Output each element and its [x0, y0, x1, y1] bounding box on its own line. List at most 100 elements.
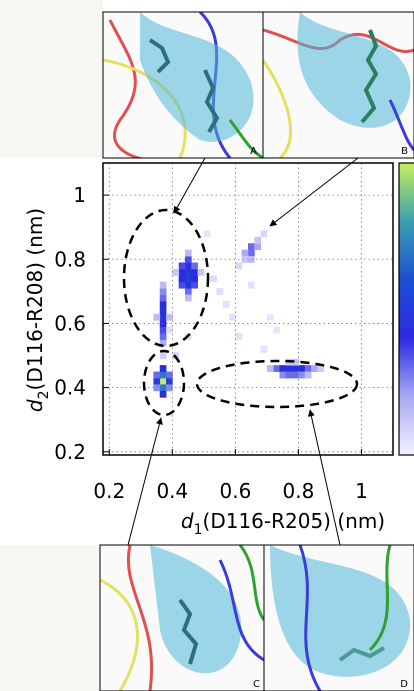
label-text: (D116-R205) (nm) [203, 509, 386, 533]
heatmap-cell [159, 377, 167, 385]
heatmap-cell [153, 313, 161, 321]
heatmap-cell [184, 294, 192, 302]
region [142, 349, 186, 417]
heatmap-cell [184, 288, 192, 295]
heatmap-cell [273, 326, 280, 334]
heatmap-cell [285, 371, 293, 379]
blank-area [0, 0, 103, 158]
heatmap-cell [222, 300, 230, 308]
heatmap-cell [191, 262, 198, 270]
structure-image [263, 12, 414, 158]
heatmap-cell [159, 371, 167, 379]
heatmap-cell [159, 300, 167, 308]
heatmap-cell [159, 333, 167, 340]
heatmap-cell [191, 275, 198, 283]
subscript: 1 [194, 522, 203, 538]
heatmap-cell [184, 249, 192, 257]
heatmap-cell [292, 365, 299, 372]
arrows [127, 157, 359, 546]
heatmap-cell [311, 365, 318, 372]
arrow [269, 157, 359, 227]
heatmap-cell [304, 365, 312, 372]
heatmap-cell [184, 262, 192, 270]
heatmap-cell [178, 262, 186, 270]
heatmap-cell [304, 371, 312, 379]
x-tick-label: 0.8 [283, 479, 315, 503]
heatmap-cell [317, 365, 325, 372]
heatmap-cell [260, 345, 268, 353]
panel-frame [263, 544, 414, 691]
heatmap-cell [159, 281, 167, 289]
heatmap-cell [159, 339, 167, 347]
heatmap-cell [279, 371, 287, 379]
arrow [127, 417, 163, 546]
heatmap-cell [298, 365, 306, 372]
heatmap-cell [153, 384, 161, 392]
y-tick-label: 0.2 [54, 440, 86, 464]
x-axis-label: d1(D116-R205) (nm) [181, 509, 385, 538]
heatmap-cell [184, 275, 192, 283]
heatmap-cell [184, 256, 192, 263]
heatmap-cell [159, 365, 167, 372]
heatmap-cell [178, 275, 186, 283]
heatmap-cell [191, 268, 198, 276]
y-axis-label: d2(D116-R208) (nm) [23, 208, 52, 412]
heatmap-cell [178, 268, 186, 276]
region [122, 208, 210, 348]
heatmap-cell [172, 268, 180, 276]
heatmap-cell [191, 281, 198, 289]
x-tick-label: 0.2 [93, 479, 125, 503]
arrow [173, 157, 206, 214]
heatmap-cell [166, 313, 173, 321]
heatmap-cell [266, 365, 274, 372]
blank-area [0, 545, 100, 691]
heatmap-cell [266, 313, 274, 321]
heatmap-cell [159, 313, 167, 321]
symbol: d [181, 509, 194, 533]
heatmap-cell [153, 371, 161, 379]
x-tick-label: 0.4 [156, 479, 188, 503]
heatmap-cell [159, 320, 167, 328]
region-outlines [122, 208, 359, 417]
heatmap-cell [166, 384, 173, 392]
y-tick-label: 0.4 [54, 376, 86, 400]
y-tick-label: 1 [73, 183, 86, 207]
structure-image [103, 12, 263, 158]
colorbar [398, 162, 414, 456]
panel-label: D [400, 679, 408, 690]
panel-label: B [401, 146, 408, 157]
heatmap-cell [248, 243, 255, 251]
x-tick-label: 1 [355, 479, 368, 503]
heatmap-cell [254, 236, 262, 244]
heatmap [153, 230, 325, 398]
heatmap-cell [210, 275, 217, 283]
x-tick-label: 0.6 [219, 479, 251, 503]
heatmap-cell [279, 365, 287, 372]
heatmap-cell [159, 326, 167, 334]
heatmap-cell [216, 288, 224, 295]
heatmap-cell [203, 230, 211, 238]
heatmap-cell [166, 377, 173, 385]
heatmap-cell [292, 371, 299, 379]
heatmap-cell [235, 333, 243, 340]
structure-image [100, 545, 264, 691]
symbol: d [23, 399, 47, 412]
region [195, 359, 359, 409]
heatmap-cell [241, 249, 249, 257]
heatmap-cell [235, 262, 243, 270]
heatmap-cell [197, 268, 205, 276]
label-text: (D116-R208) (nm) [23, 208, 47, 391]
panel-label: A [250, 146, 257, 157]
heatmap-cell [159, 390, 167, 398]
arrow [307, 409, 341, 546]
heatmap-cell [159, 352, 167, 360]
heatmap-cell [273, 365, 280, 372]
subscript: 2 [36, 390, 52, 399]
colorbar-scale [398, 162, 414, 456]
structure-image [264, 545, 414, 691]
heatmap-cell [159, 384, 167, 392]
heatmap-cell [178, 281, 186, 289]
heatmap-cell [260, 230, 268, 238]
heatmap-cell [153, 377, 161, 385]
